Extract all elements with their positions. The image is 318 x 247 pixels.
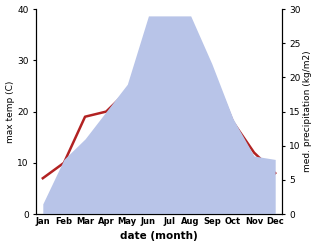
Y-axis label: med. precipitation (kg/m2): med. precipitation (kg/m2) (303, 51, 313, 172)
Y-axis label: max temp (C): max temp (C) (5, 80, 15, 143)
X-axis label: date (month): date (month) (120, 231, 198, 242)
